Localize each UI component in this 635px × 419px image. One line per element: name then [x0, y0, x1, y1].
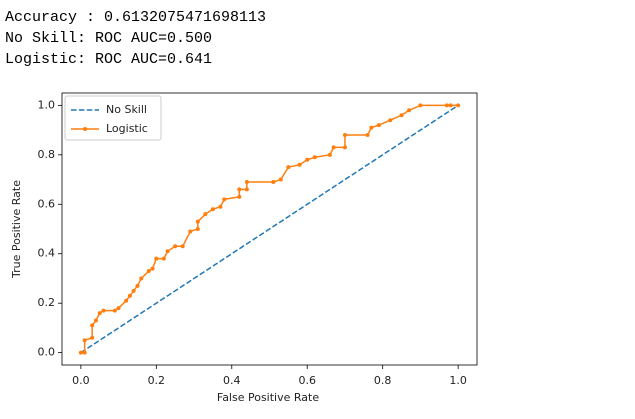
point [331, 145, 336, 150]
point [456, 103, 461, 108]
point [135, 283, 140, 288]
x-axis-label: False Positive Rate [217, 391, 319, 404]
point [82, 350, 87, 355]
point [195, 219, 200, 224]
y-tick-label: 0.0 [38, 346, 56, 359]
point [244, 180, 249, 185]
point [93, 318, 98, 323]
point [180, 244, 185, 249]
point [444, 103, 449, 108]
point [327, 152, 332, 157]
y-tick-label: 0.6 [38, 197, 56, 210]
point [131, 288, 136, 293]
output-line: Accuracy : 0.6132075471698113 [5, 9, 266, 26]
series-line [80, 104, 459, 354]
point [312, 155, 317, 160]
point [407, 108, 412, 113]
point [97, 311, 102, 316]
point [165, 249, 170, 254]
point [101, 308, 106, 313]
y-tick-label: 0.4 [38, 247, 56, 260]
point [173, 244, 178, 249]
y-tick-label: 0.8 [38, 148, 56, 161]
point [286, 165, 291, 170]
point [150, 266, 155, 271]
y-axis-label: True Positive Rate [10, 180, 23, 279]
legend-label: No Skill [106, 103, 147, 116]
point [369, 125, 374, 130]
point [90, 335, 95, 340]
point [82, 338, 87, 343]
point [237, 194, 242, 199]
x-tick-label: 0.8 [374, 374, 392, 387]
point [418, 103, 423, 108]
point [271, 180, 276, 185]
point [342, 145, 347, 150]
point [218, 204, 223, 209]
output-line: No Skill: ROC AUC=0.500 [5, 30, 212, 47]
point [376, 123, 381, 128]
point [195, 227, 200, 231]
point [297, 162, 302, 167]
point [146, 269, 151, 274]
point [399, 113, 404, 118]
x-tick-label: 1.0 [449, 374, 467, 387]
x-tick-label: 0.6 [298, 374, 316, 387]
point [210, 207, 215, 212]
point [342, 133, 347, 138]
output-line: Logistic: ROC AUC=0.641 [5, 51, 212, 68]
point [90, 323, 95, 328]
point [388, 118, 393, 123]
point [305, 157, 310, 162]
x-tick-label: 0.0 [72, 374, 90, 387]
point [139, 276, 144, 281]
point [116, 306, 121, 311]
point [448, 103, 453, 108]
point [222, 197, 227, 202]
point [244, 187, 249, 192]
point [112, 308, 117, 313]
legend-marker [83, 127, 87, 131]
x-tick-label: 0.2 [148, 374, 166, 387]
x-tick-label: 0.4 [223, 374, 241, 387]
y-tick-label: 0.2 [38, 296, 56, 309]
y-tick-label: 1.0 [38, 98, 56, 111]
point [278, 177, 283, 182]
point [161, 256, 166, 261]
point [237, 187, 242, 192]
plot-frame [61, 92, 478, 366]
point [127, 293, 132, 298]
point [78, 350, 83, 355]
point [365, 133, 370, 138]
point [188, 229, 193, 234]
legend-label: Logistic [106, 122, 148, 135]
point [124, 298, 129, 303]
point [154, 256, 159, 261]
point [203, 212, 208, 217]
